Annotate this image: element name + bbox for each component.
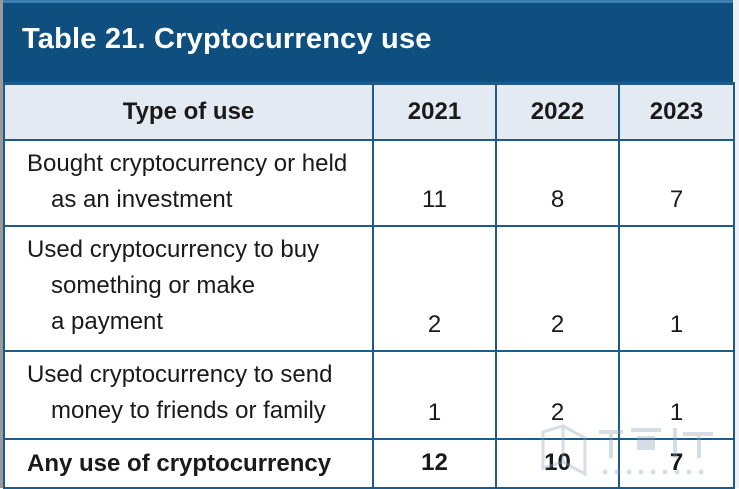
cell-2022: 2 xyxy=(495,224,620,352)
row-label: Used cryptocurrency to send money to fri… xyxy=(3,349,374,440)
row-label-line: something or make xyxy=(51,271,256,299)
row-label-line: Bought cryptocurrency or held xyxy=(27,149,348,177)
header-row: Type of use 2021 2022 2023 xyxy=(3,82,735,141)
cell-2023: 1 xyxy=(618,349,735,440)
cell-2021: 2 xyxy=(372,224,497,352)
table-row: Bought cryptocurrency or held as an inve… xyxy=(3,138,735,227)
table-row: Used cryptocurrency to send money to fri… xyxy=(3,349,735,440)
cell-2022: 8 xyxy=(495,138,620,227)
cell-2021: 1 xyxy=(372,349,497,440)
table-title-bar: Table 21. Cryptocurrency use xyxy=(3,0,733,82)
total-2021: 12 xyxy=(372,437,497,489)
table-title: Table 21. Cryptocurrency use xyxy=(22,23,432,55)
cell-2023: 7 xyxy=(618,138,735,227)
row-label-line: a payment xyxy=(51,307,164,335)
total-2023: 7 xyxy=(618,437,735,489)
row-label-line: as an investment xyxy=(51,185,233,213)
column-header-2022: 2022 xyxy=(495,82,620,141)
row-label-line: Used cryptocurrency to buy xyxy=(27,235,320,263)
cell-2022: 2 xyxy=(495,349,620,440)
row-label-line: Used cryptocurrency to send xyxy=(27,360,333,388)
crypto-use-table: Type of use 2021 2022 2023 Bought crypto… xyxy=(3,82,735,489)
table-row: Used cryptocurrency to buy something or … xyxy=(3,224,735,352)
total-2022: 10 xyxy=(495,437,620,489)
row-label: Used cryptocurrency to buy something or … xyxy=(3,224,374,352)
cell-2021: 11 xyxy=(372,138,497,227)
total-label: Any use of cryptocurrency xyxy=(3,437,374,489)
total-row: Any use of cryptocurrency 12 10 7 xyxy=(3,437,735,489)
column-header-2021: 2021 xyxy=(372,82,497,141)
row-label-line: money to friends or family xyxy=(51,396,326,424)
row-label: Bought cryptocurrency or held as an inve… xyxy=(3,138,374,227)
column-header-type: Type of use xyxy=(3,82,374,141)
column-header-2023: 2023 xyxy=(618,82,735,141)
cell-2023: 1 xyxy=(618,224,735,352)
